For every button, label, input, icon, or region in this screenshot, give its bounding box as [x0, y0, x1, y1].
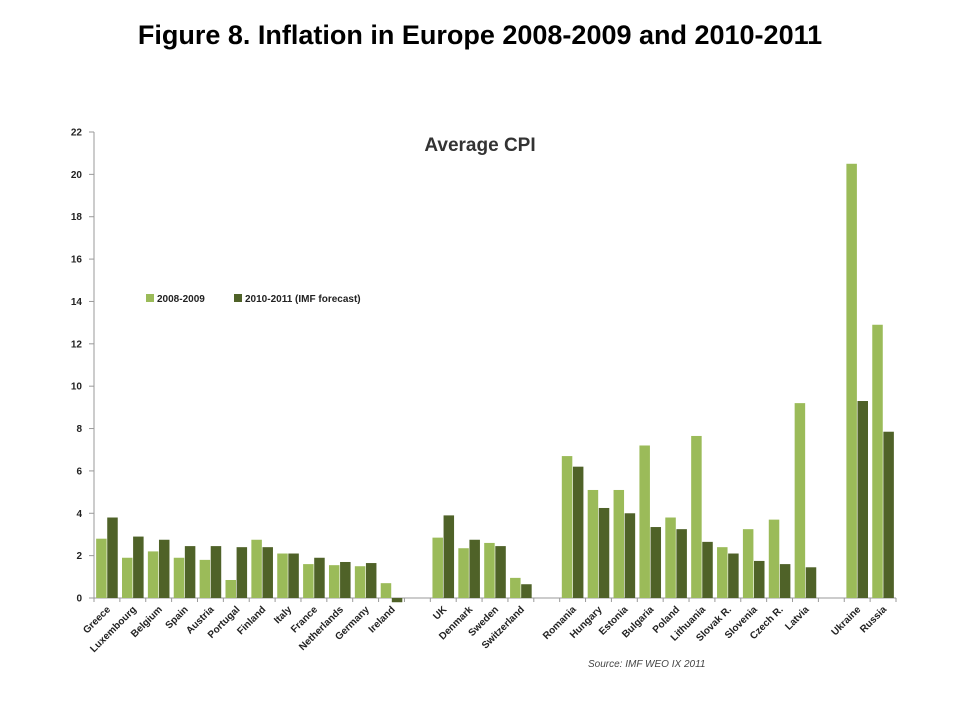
bar-series2 [495, 546, 506, 598]
x-category-label: Russia [858, 604, 889, 635]
bar-series1 [742, 529, 754, 598]
bar-series1 [277, 553, 288, 598]
bar-series2 [650, 527, 662, 598]
y-tick-label: 22 [71, 128, 83, 139]
bar-series2 [598, 507, 610, 598]
bar-series2 [883, 431, 894, 598]
x-category-label: Italy [272, 604, 294, 626]
bar-series1 [199, 559, 211, 598]
chart-title: Average CPI [424, 135, 535, 156]
bar-series1 [613, 489, 625, 598]
bar-series1 [665, 517, 676, 598]
bar-series1 [846, 163, 857, 599]
bar-series1 [251, 539, 262, 598]
bar-series2 [107, 517, 118, 598]
x-category-label: Finland [235, 604, 268, 637]
bar-series1 [122, 557, 133, 598]
bar-series2 [340, 561, 351, 598]
bar-series1 [484, 542, 495, 598]
bar-series1 [717, 547, 728, 598]
bar-series2 [857, 401, 868, 598]
x-category-label: Ireland [367, 604, 398, 635]
bar-series1 [872, 324, 883, 598]
y-tick-label: 8 [76, 424, 82, 435]
legend-label-series2: 2010-2011 (IMF forecast) [245, 294, 361, 305]
bar-series2 [391, 598, 403, 603]
y-tick-label: 0 [76, 594, 82, 605]
bar-series2 [754, 560, 765, 598]
bar-series1 [432, 537, 443, 598]
x-category-label: Ukraine [830, 604, 864, 638]
bar-series2 [572, 466, 584, 598]
y-tick-label: 2 [76, 551, 82, 562]
source-note: Source: IMF WEO IX 2011 [588, 659, 705, 670]
bar-series2 [728, 553, 739, 598]
y-tick-label: 6 [76, 466, 82, 477]
bar-series1 [458, 548, 469, 598]
y-tick-label: 10 [71, 382, 83, 393]
bar-series1 [225, 579, 236, 598]
bar-series2 [805, 567, 817, 598]
bar-series1 [794, 403, 806, 598]
x-category-label: UK [431, 604, 450, 623]
bar-series1 [510, 577, 521, 598]
bar-series2 [236, 547, 248, 598]
bar-series1 [96, 538, 107, 598]
bar-series2 [779, 564, 791, 598]
bar-series2 [262, 547, 273, 598]
bar-series2 [702, 541, 713, 598]
bar-series2 [365, 563, 377, 598]
y-tick-label: 18 [71, 212, 83, 223]
bar-series2 [469, 539, 480, 598]
y-tick-label: 14 [71, 297, 83, 308]
bar-series2 [314, 557, 325, 598]
bar-series1 [691, 435, 702, 598]
bar-series2 [184, 546, 196, 598]
bar-series2 [443, 515, 455, 598]
bar-series1 [768, 519, 780, 598]
bar-series1 [380, 583, 392, 598]
bar-series1 [587, 489, 599, 598]
y-tick-label: 16 [71, 255, 83, 266]
bar-series2 [210, 546, 222, 598]
bar-series2 [624, 513, 636, 598]
bar-series1 [639, 445, 650, 598]
legend-label-series1: 2008-2009 [157, 294, 205, 305]
bar-series1 [354, 566, 366, 598]
bar-series2 [133, 536, 144, 598]
y-tick-label: 20 [71, 170, 83, 181]
bar-series2 [521, 584, 532, 598]
legend-swatch-series1 [146, 294, 154, 302]
bar-series1 [561, 456, 573, 598]
bar-series2 [676, 529, 687, 598]
bar-series2 [288, 553, 299, 598]
y-tick-label: 4 [76, 509, 82, 520]
page-title: Figure 8. Inflation in Europe 2008-2009 … [137, 20, 823, 50]
bar-series1 [303, 564, 314, 598]
bar-series1 [173, 557, 185, 598]
bar-series1 [147, 551, 159, 598]
legend-swatch-series2 [234, 294, 242, 302]
y-tick-label: 12 [71, 339, 83, 350]
x-category-label: Latvia [783, 604, 812, 633]
bar-series2 [158, 539, 170, 598]
bar-series1 [328, 565, 340, 598]
